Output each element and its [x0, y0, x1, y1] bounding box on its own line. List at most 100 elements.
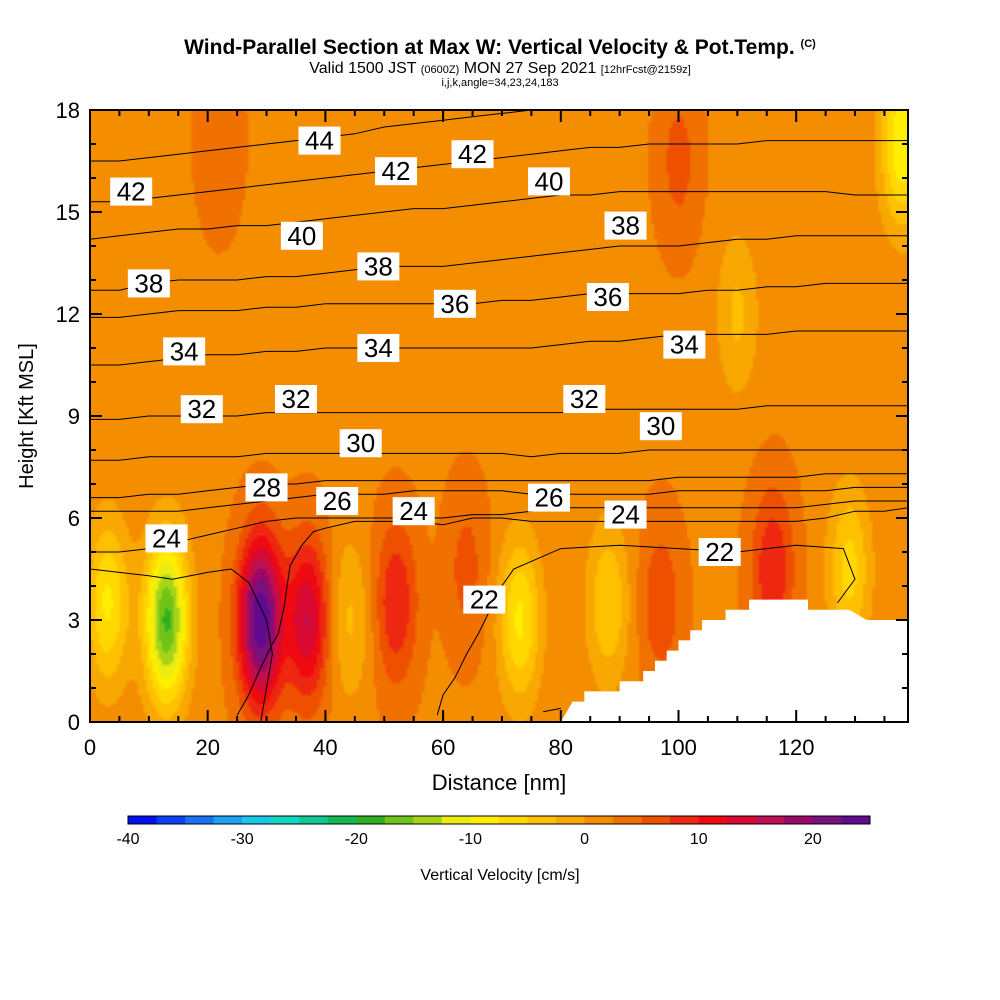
x-tick-label: 60 — [431, 735, 455, 760]
colorbar-swatch — [213, 816, 243, 824]
colorbar-tick-label: 0 — [580, 831, 589, 848]
svg-text:40: 40 — [287, 221, 316, 251]
pot-temp-contour — [90, 473, 908, 499]
svg-text:24: 24 — [152, 523, 181, 553]
x-tick-label: 40 — [313, 735, 337, 760]
x-tick-label: 100 — [660, 735, 697, 760]
colorbar-tick-label: 20 — [804, 831, 822, 848]
contour-label: 24 — [145, 523, 188, 553]
contour-label: 26 — [528, 483, 571, 513]
pot-temp-contour — [543, 707, 561, 713]
y-tick-label: 15 — [56, 200, 80, 225]
colorbar-swatch — [784, 816, 814, 824]
contour-label: 34 — [163, 336, 206, 366]
contour-label: 42 — [110, 177, 153, 207]
pot-temp-contour — [90, 405, 908, 420]
copyright-mark: (C) — [800, 38, 816, 50]
y-tick-label: 3 — [68, 608, 80, 633]
chart-subtitle: Valid 1500 JST (0600Z) MON 27 Sep 2021 [… — [309, 60, 691, 77]
svg-text:26: 26 — [323, 486, 352, 516]
contour-label: 30 — [339, 428, 382, 458]
svg-text:44: 44 — [305, 126, 334, 156]
svg-text:22: 22 — [470, 585, 499, 615]
colorbar-tick-label: -20 — [345, 831, 368, 848]
colorbar-swatch — [727, 816, 757, 824]
pot-temp-contour — [236, 507, 908, 716]
contour-label: 36 — [433, 289, 476, 319]
svg-text:42: 42 — [382, 156, 411, 186]
colorbar-swatch — [613, 816, 643, 824]
pot-temp-contour — [90, 568, 273, 722]
svg-text:30: 30 — [346, 428, 375, 458]
grid-parameters: i,j,k,angle=34,23,24,183 — [441, 77, 559, 89]
colorbar-swatch — [441, 816, 471, 824]
svg-text:24: 24 — [399, 496, 428, 526]
colorbar-label: Vertical Velocity [cm/s] — [420, 867, 579, 884]
colorbar-swatch — [841, 816, 871, 824]
svg-text:34: 34 — [670, 330, 699, 360]
svg-text:40: 40 — [535, 166, 564, 196]
y-tick-label: 18 — [56, 98, 80, 123]
colorbar-swatch — [185, 816, 215, 824]
contour-label: 40 — [528, 166, 571, 196]
colorbar-tick-label: -40 — [116, 831, 139, 848]
y-axis-label: Height [Kft MSL] — [16, 343, 38, 489]
pot-temp-contour — [90, 282, 908, 318]
x-axis-label: Distance [nm] — [432, 770, 567, 795]
chart-title: Wind-Parallel Section at Max W: Vertical… — [184, 36, 816, 59]
colorbar-swatch — [755, 816, 785, 824]
svg-text:22: 22 — [705, 537, 734, 567]
contour-label: 40 — [280, 221, 323, 251]
pot-temp-contour — [90, 330, 908, 366]
contour-label: 38 — [127, 268, 170, 298]
contour-label: 32 — [274, 384, 317, 414]
svg-text:38: 38 — [611, 211, 640, 241]
pot-temp-contour — [90, 191, 908, 240]
colorbar-swatch — [556, 816, 586, 824]
colorbar-tick-label: -10 — [459, 831, 482, 848]
contour-label: 42 — [451, 139, 494, 169]
svg-text:38: 38 — [364, 251, 393, 281]
x-tick-label: 120 — [778, 735, 815, 760]
colorbar-swatch — [527, 816, 557, 824]
svg-text:32: 32 — [282, 384, 311, 414]
colorbar-tick-label: -30 — [231, 831, 254, 848]
svg-text:30: 30 — [646, 411, 675, 441]
colorbar-swatch — [128, 816, 158, 824]
colorbar-swatch — [470, 816, 500, 824]
colorbar-swatch — [413, 816, 443, 824]
svg-text:38: 38 — [134, 268, 163, 298]
svg-text:42: 42 — [117, 177, 146, 207]
colorbar-swatch — [698, 816, 728, 824]
colorbar-swatch — [812, 816, 842, 824]
svg-text:26: 26 — [535, 483, 564, 513]
contour-label: 38 — [357, 251, 400, 281]
pot-temp-contour — [90, 500, 908, 553]
colorbar-swatch — [670, 816, 700, 824]
y-tick-label: 12 — [56, 302, 80, 327]
contour-label: 26 — [316, 486, 359, 516]
contour-label: 38 — [604, 211, 647, 241]
svg-text:32: 32 — [570, 384, 599, 414]
contour-label: 32 — [563, 384, 606, 414]
colorbar-swatch — [327, 816, 357, 824]
svg-text:32: 32 — [187, 394, 216, 424]
contour-label: 36 — [586, 282, 629, 312]
pot-temp-contour — [90, 140, 908, 203]
contour-label: 24 — [392, 496, 435, 526]
contour-label: 32 — [180, 394, 223, 424]
svg-text:34: 34 — [170, 336, 199, 366]
colorbar-swatch — [641, 816, 671, 824]
colorbar-swatch — [356, 816, 386, 824]
contour-label: 34 — [357, 333, 400, 363]
contour-label: 44 — [298, 126, 341, 156]
pot-temp-contour — [436, 544, 856, 716]
svg-text:36: 36 — [593, 282, 622, 312]
svg-text:28: 28 — [252, 472, 281, 502]
contour-label: 28 — [245, 472, 288, 502]
terrain — [560, 599, 908, 722]
svg-text:34: 34 — [364, 333, 393, 363]
colorbar-swatch — [270, 816, 300, 824]
